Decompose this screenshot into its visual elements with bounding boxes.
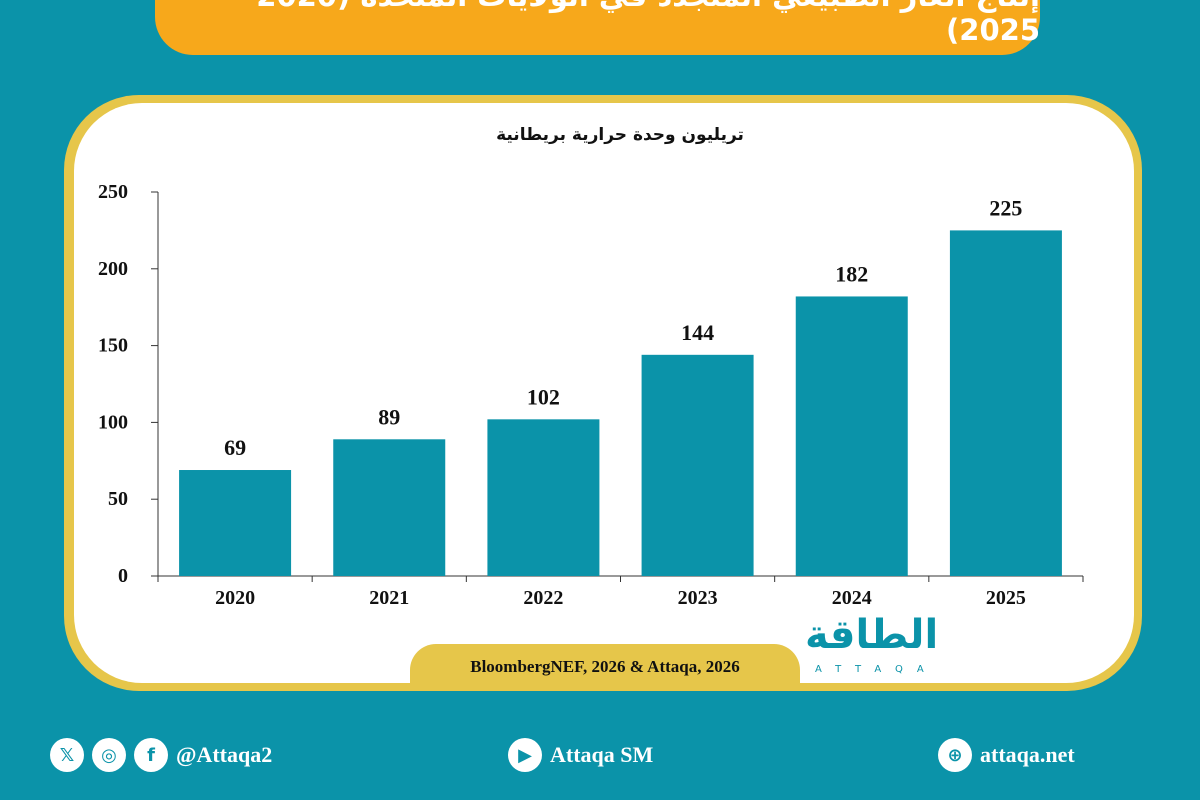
y-tick-label: 100 — [98, 411, 128, 433]
attaqa-logo: الطاقة ATTAQA — [805, 612, 985, 680]
social-handle[interactable]: @Attaqa2 — [176, 742, 273, 767]
globe-icon[interactable]: ⊕ — [938, 738, 972, 772]
website-link[interactable]: ⊕ attaqa.net — [938, 738, 1075, 772]
x-tick-label: 2025 — [986, 587, 1026, 609]
bar-2023 — [641, 354, 754, 576]
x-tick-label: 2022 — [523, 587, 563, 609]
data-label: 182 — [835, 261, 868, 286]
facebook-icon[interactable]: f — [134, 738, 168, 772]
x-tick-label: 2024 — [832, 587, 872, 609]
bar-2022 — [487, 419, 600, 576]
data-label: 89 — [378, 404, 400, 429]
y-axis-unit-label: تريليون وحدة حرارية بريطانية — [496, 125, 744, 145]
bar-2021 — [333, 439, 446, 576]
social-links[interactable]: 𝕏 ◎ f @Attaqa2 — [50, 738, 272, 772]
page-title: إنتاج الغاز الطبيعي المتجدد في الولايات … — [234, 0, 1040, 47]
x-tick-label: 2023 — [678, 587, 718, 609]
logo-english: ATTAQA — [815, 664, 938, 675]
data-label: 69 — [224, 435, 246, 460]
website-label[interactable]: attaqa.net — [980, 742, 1075, 767]
data-label: 102 — [527, 384, 560, 409]
data-label: 225 — [989, 195, 1022, 220]
bar-2020 — [179, 470, 292, 576]
x-tick-label: 2021 — [369, 587, 409, 609]
bar-2025 — [949, 230, 1062, 576]
y-tick-label: 0 — [118, 565, 128, 587]
youtube-icon[interactable]: ▶ — [508, 738, 542, 772]
data-label: 144 — [681, 320, 714, 345]
instagram-icon[interactable]: ◎ — [92, 738, 126, 772]
y-tick-label: 150 — [98, 335, 128, 357]
logo-arabic: الطاقة — [805, 612, 939, 658]
y-tick-label: 50 — [108, 488, 128, 510]
y-tick-label: 250 — [98, 181, 128, 203]
x-tick-label: 2020 — [215, 587, 255, 609]
title-banner: إنتاج الغاز الطبيعي المتجدد في الولايات … — [155, 0, 1040, 55]
youtube-link[interactable]: ▶ Attaqa SM — [508, 738, 653, 772]
x-icon[interactable]: 𝕏 — [50, 738, 84, 772]
source-label: BloombergNEF, 2026 & Attaqa, 2026 — [410, 644, 800, 690]
bar-2024 — [795, 296, 908, 576]
youtube-label[interactable]: Attaqa SM — [550, 742, 654, 767]
y-tick-label: 200 — [98, 258, 128, 280]
